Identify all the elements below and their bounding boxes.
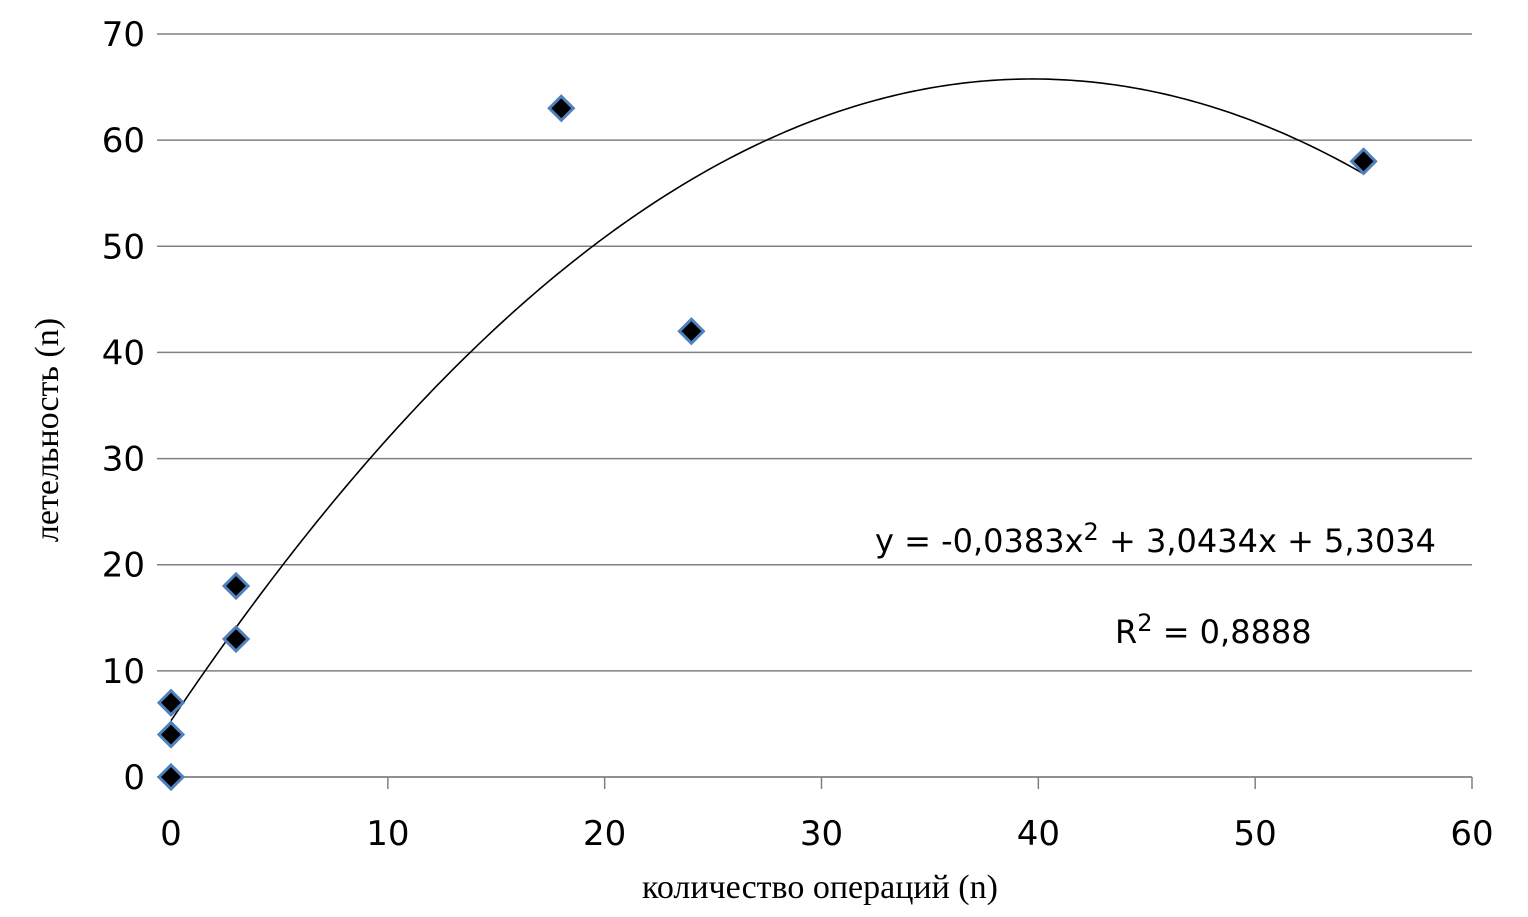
x-tick-label-30: 30 <box>800 814 843 854</box>
data-point-0 <box>156 762 186 792</box>
y-tick-label-70: 70 <box>102 15 145 55</box>
data-point-4 <box>221 571 251 601</box>
y-tick-label-10: 10 <box>102 652 145 692</box>
y-tick-label-0: 0 <box>123 758 145 798</box>
y-tick-label-60: 60 <box>102 121 145 161</box>
data-point-7 <box>1349 147 1378 176</box>
x-axis-tick-labels: 0 10 20 30 40 50 60 <box>160 814 1493 854</box>
gridlines <box>157 33 1472 778</box>
data-point-5 <box>547 94 576 123</box>
y-axis-title: летельность (n) <box>29 318 66 542</box>
y-tick-label-30: 30 <box>102 440 145 480</box>
data-point-6 <box>677 317 706 346</box>
y-axis-tick-labels: 0 10 20 30 40 50 60 70 <box>102 15 145 798</box>
trendline <box>170 78 1364 722</box>
data-point-3 <box>221 624 251 654</box>
x-axis-title: количество операций (n) <box>642 869 998 906</box>
data-point-1 <box>156 720 186 749</box>
x-axis-ticks <box>170 777 1473 789</box>
data-points <box>156 94 1378 792</box>
y-tick-label-20: 20 <box>102 546 145 586</box>
x-tick-label-20: 20 <box>583 814 626 854</box>
x-tick-label-60: 60 <box>1450 814 1493 854</box>
r-squared-label: R2 = 0,8888 <box>1115 609 1312 651</box>
x-tick-label-0: 0 <box>160 814 182 854</box>
x-tick-label-10: 10 <box>366 814 409 854</box>
x-tick-label-50: 50 <box>1234 814 1277 854</box>
y-tick-label-50: 50 <box>102 227 145 267</box>
data-point-2 <box>156 688 186 717</box>
trendline-equation: y = -0,0383x2 + 3,0434x + 5,3034 <box>875 518 1436 560</box>
y-tick-label-40: 40 <box>102 333 145 373</box>
x-tick-label-40: 40 <box>1017 814 1060 854</box>
